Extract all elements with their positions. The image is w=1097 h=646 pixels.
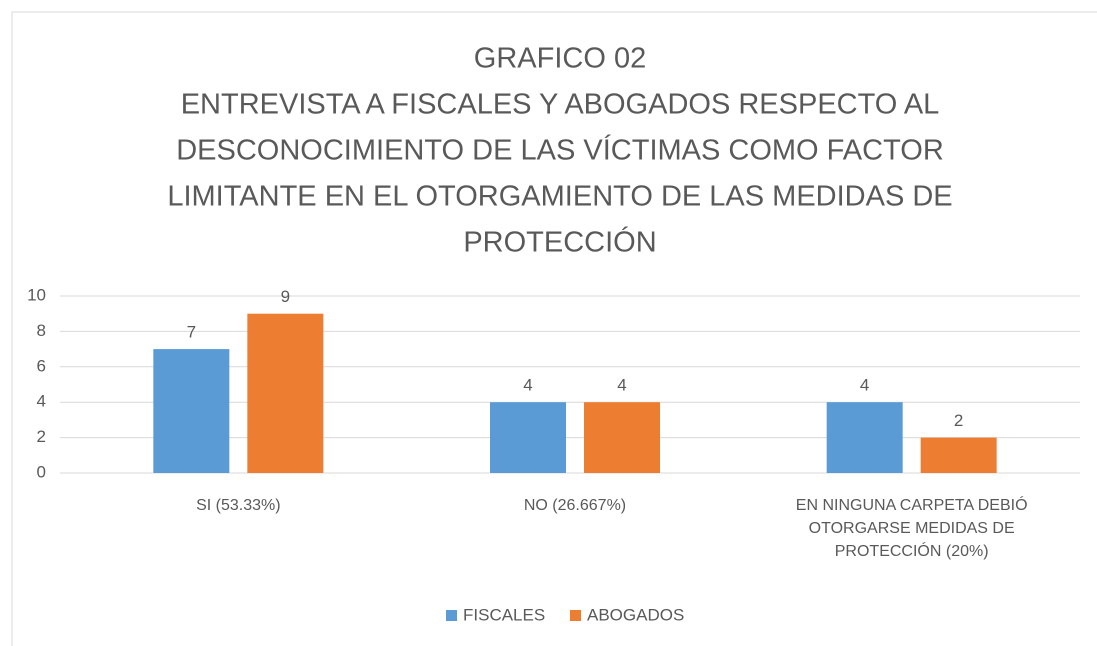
data-label: 2: [954, 411, 963, 430]
chart-title: PROTECCIÓN: [463, 226, 656, 259]
x-tick-label: NO (26.667%): [523, 497, 627, 514]
chart-title: ENTREVISTA A FISCALES Y ABOGADOS RESPECT…: [181, 89, 940, 121]
bar: [247, 313, 324, 473]
chart-title: LIMITANTE EN EL OTORGAMIENTO DE LAS MEDI…: [167, 181, 952, 213]
bar: [490, 402, 566, 473]
data-label: 7: [187, 323, 196, 342]
data-label: 4: [617, 376, 626, 395]
y-tick-label: 6: [37, 356, 46, 375]
legend-label: FISCALES: [463, 605, 545, 624]
data-label: 4: [523, 376, 532, 395]
chart-border: [11, 11, 1097, 646]
legend-swatch: [570, 610, 581, 621]
legend-label: ABOGADOS: [587, 605, 684, 624]
bar: [153, 349, 230, 473]
chart-title: GRAFICO 02: [474, 43, 646, 75]
legend-swatch: [446, 610, 457, 621]
bar: [584, 402, 660, 473]
x-tick-label: SI (53.33%): [196, 497, 281, 514]
bar: [826, 402, 903, 473]
y-tick-label: 4: [37, 392, 46, 411]
x-tick-label: EN NINGUNA CARPETA DEBIÓ OTORGARSE MEDID…: [795, 497, 1028, 560]
chart-title: DESCONOCIMIENTO DE LAS VÍCTIMAS COMO FAC…: [176, 134, 944, 167]
y-tick-label: 0: [37, 462, 46, 481]
y-tick-label: 10: [27, 285, 46, 304]
y-tick-label: 2: [37, 427, 46, 446]
data-label: 9: [281, 287, 290, 306]
bar: [920, 437, 997, 473]
data-label: 4: [860, 376, 869, 395]
y-tick-label: 8: [37, 321, 46, 340]
